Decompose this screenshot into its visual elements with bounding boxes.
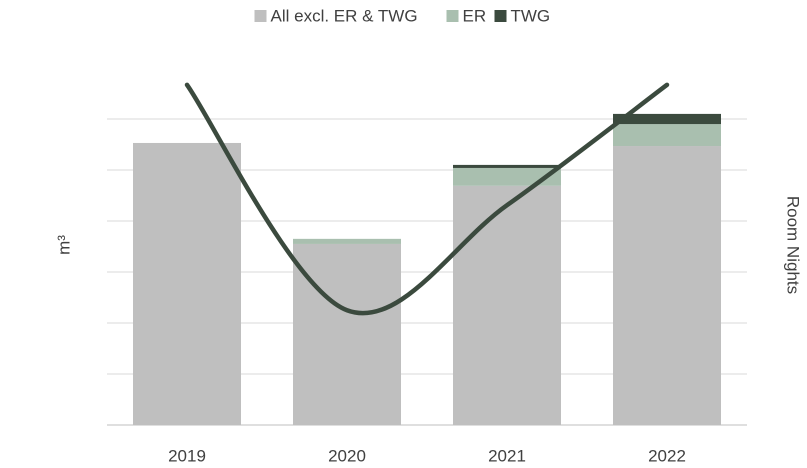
legend-swatch [446,10,459,22]
bar-segment [453,167,561,186]
bar-segment [613,146,721,425]
bar-segment [453,164,561,168]
x-tick-label: 2019 [168,446,206,465]
line-series [184,82,670,316]
bar-segment [613,124,721,147]
bar-segment [293,238,401,244]
x-tick-label: 2020 [328,446,366,465]
bar-segment [453,185,561,425]
x-tick-label: 2022 [648,446,686,465]
bar-segment [613,113,721,125]
x-tick-label: 2021 [488,446,526,465]
y-axis-label: m³ [54,235,73,255]
bar-segment [133,142,241,425]
legend-swatch [254,10,267,22]
y2-axis-label: Room Nights [784,196,803,294]
legend-swatch [494,10,507,22]
legend-label: All excl. ER & TWG [271,6,418,25]
bar-segment [293,243,401,425]
legend-label: TWG [511,6,551,25]
legend-label: ER [463,6,487,25]
